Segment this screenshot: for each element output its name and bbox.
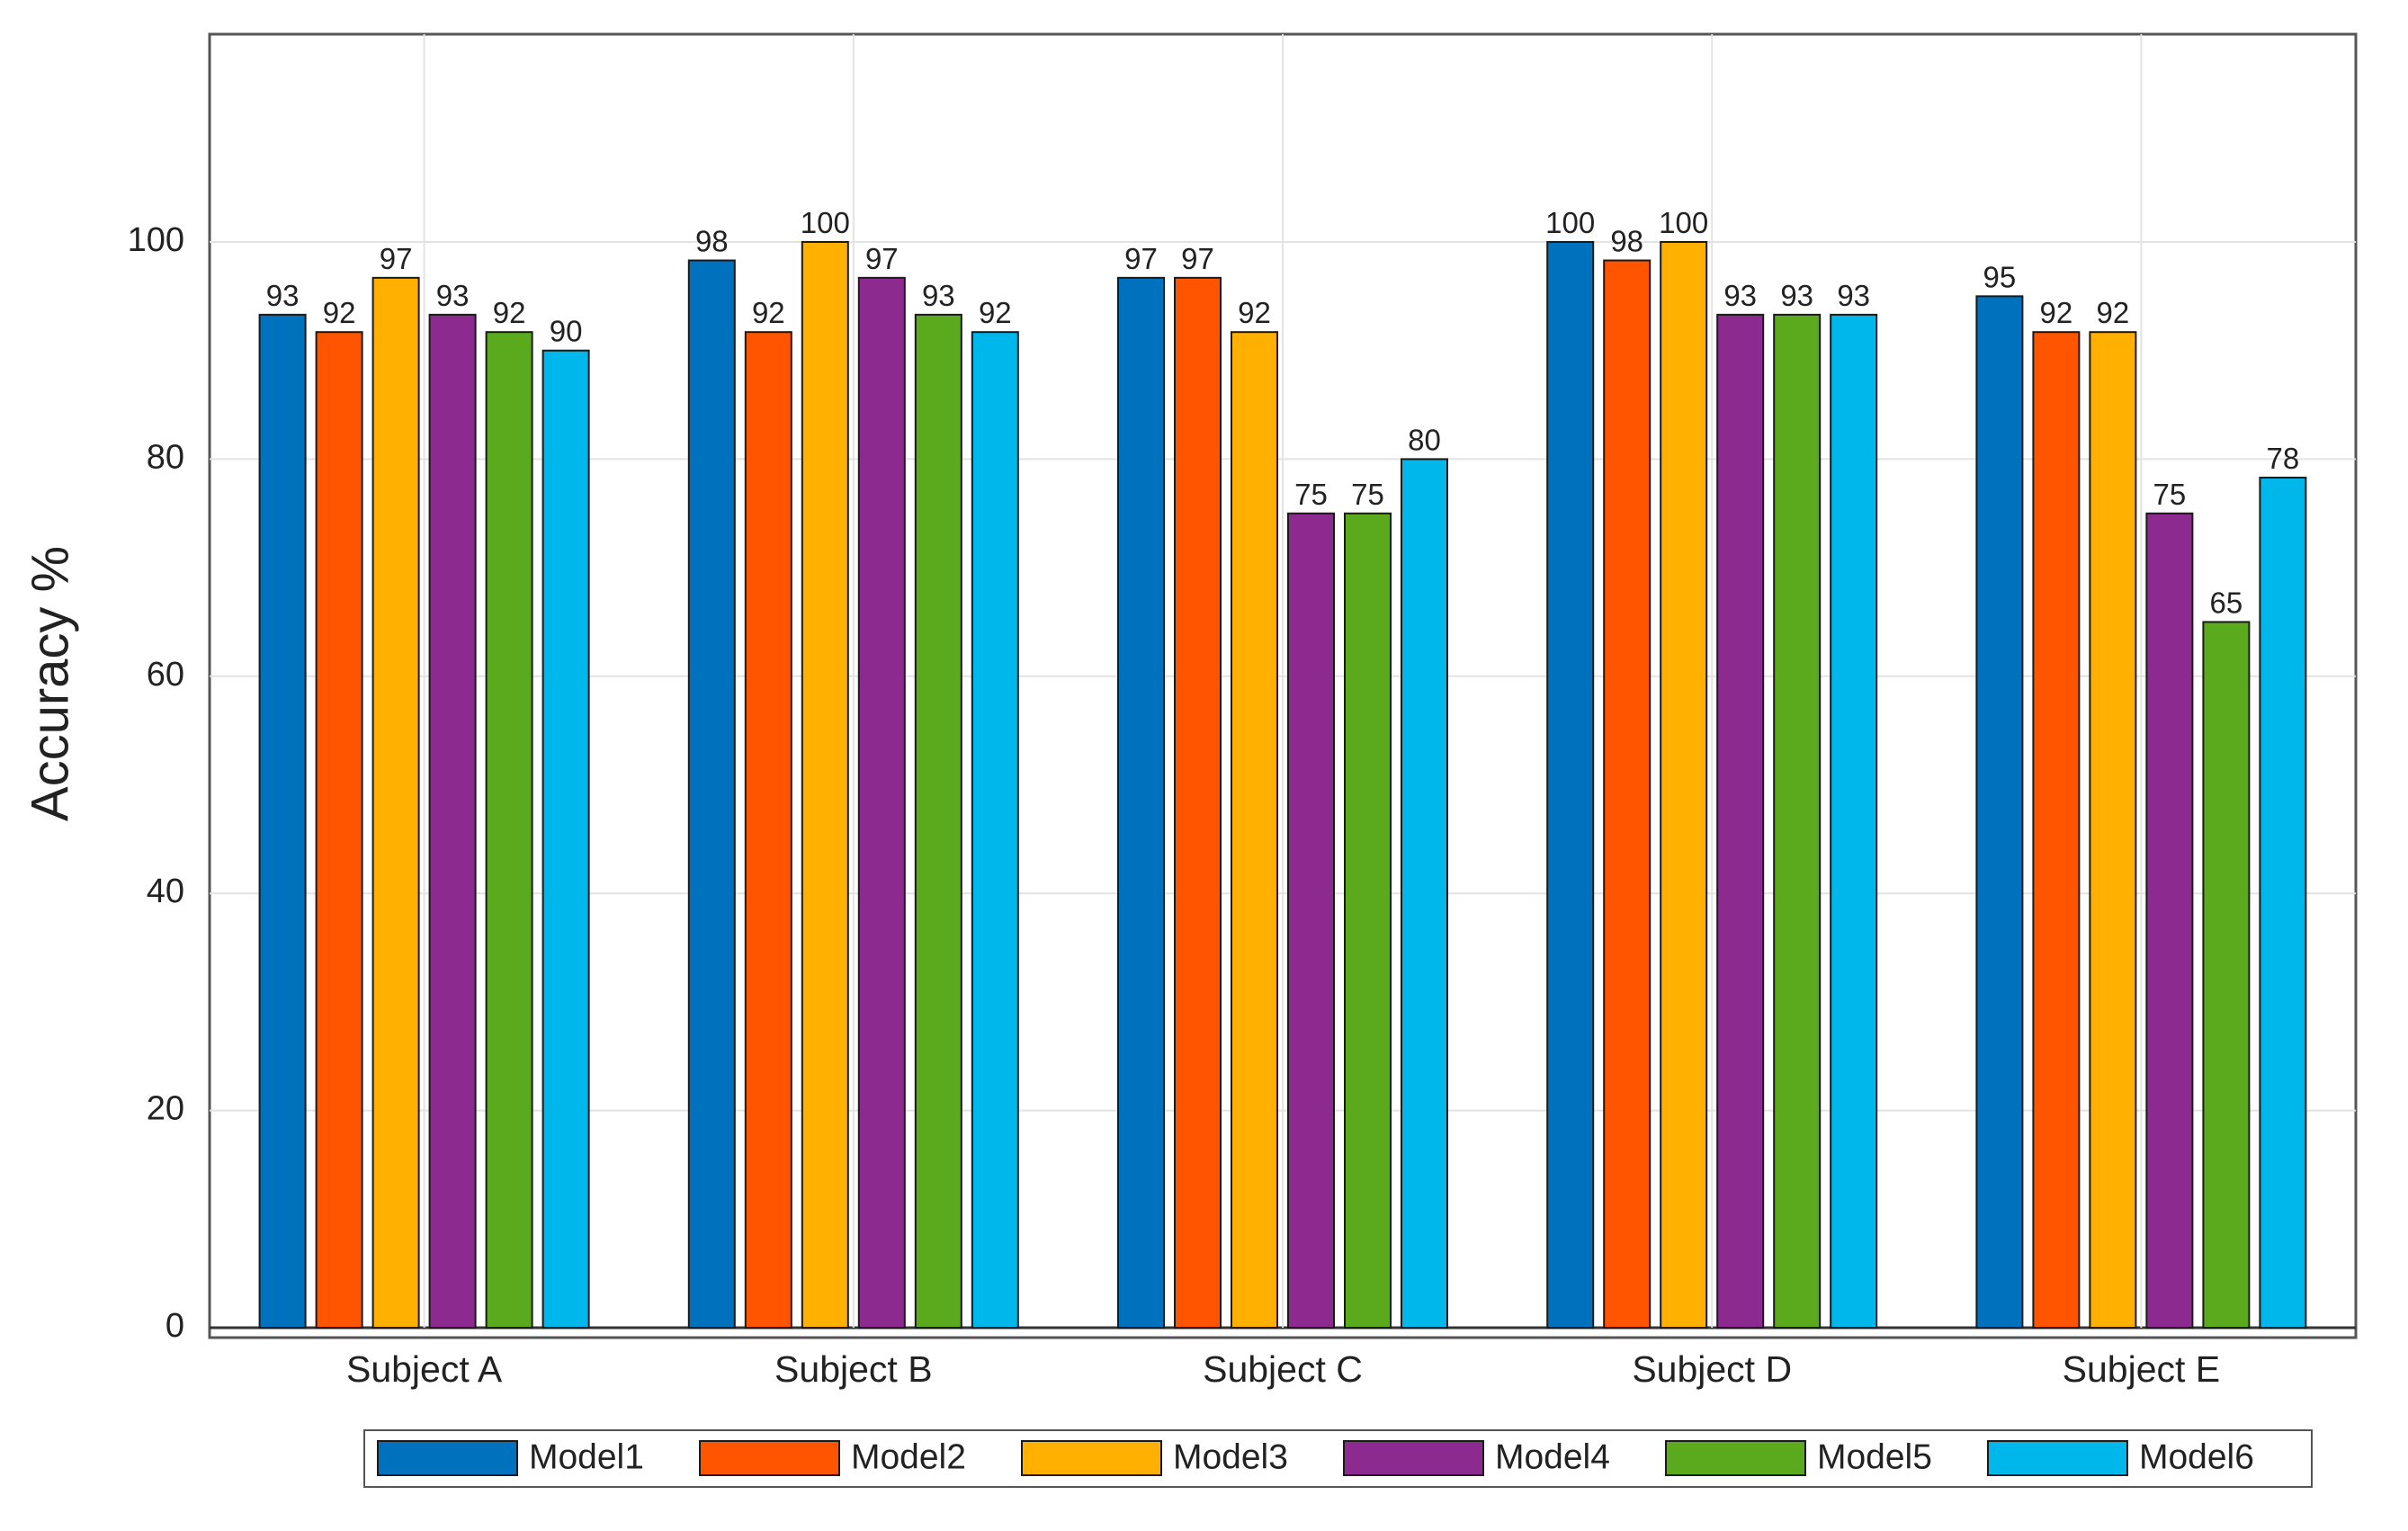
bar-model2-subject-b xyxy=(744,331,792,1329)
bar-model4-subject-d xyxy=(1716,313,1765,1329)
data-label: 92 xyxy=(2097,296,2130,329)
bar-model5-subject-c xyxy=(1344,512,1392,1329)
data-label: 100 xyxy=(1659,206,1708,239)
data-label: 92 xyxy=(1238,296,1271,329)
data-label: 95 xyxy=(1983,260,2017,293)
bar-model1-subject-a xyxy=(258,313,307,1329)
data-label: 78 xyxy=(2267,442,2300,475)
data-label: 92 xyxy=(2040,296,2073,329)
data-label: 97 xyxy=(1181,242,1214,275)
bar-model2-subject-c xyxy=(1174,276,1222,1329)
data-label: 93 xyxy=(1837,279,1870,312)
x-tick-label: Subject E xyxy=(2063,1348,2221,1390)
bar-model6-subject-e xyxy=(2259,476,2307,1329)
legend-label-model2: Model2 xyxy=(851,1437,966,1476)
y-axis: 0 20 40 60 80 100 xyxy=(128,221,184,1345)
bar-model3-subject-a xyxy=(371,276,420,1329)
data-label: 93 xyxy=(1723,279,1757,312)
bar-model5-subject-a xyxy=(485,331,533,1329)
data-label: 93 xyxy=(266,279,300,312)
y-tick-label: 40 xyxy=(147,873,184,910)
legend-label-model3: Model3 xyxy=(1173,1437,1288,1476)
data-label: 65 xyxy=(2210,586,2243,619)
data-label: 75 xyxy=(1351,478,1384,511)
bar-model1-subject-e xyxy=(1975,295,2024,1330)
data-label: 98 xyxy=(1610,225,1643,258)
x-tick-label: Subject B xyxy=(774,1348,933,1390)
data-label: 75 xyxy=(1294,478,1328,511)
bars xyxy=(258,241,2307,1330)
bar-model3-subject-d xyxy=(1660,241,1708,1329)
data-label: 93 xyxy=(922,279,955,312)
data-label: 97 xyxy=(865,242,899,275)
y-axis-label: Accuracy % xyxy=(21,546,79,821)
legend-swatch-model2 xyxy=(699,1440,840,1476)
data-label: 92 xyxy=(323,296,356,329)
x-axis: Subject A Subject B Subject C Subject D Subj… xyxy=(346,1348,2220,1390)
bar-model4-subject-e xyxy=(2145,512,2194,1329)
bar-model4-subject-c xyxy=(1287,512,1335,1329)
data-label: 100 xyxy=(1545,206,1595,239)
data-label: 98 xyxy=(695,225,729,258)
data-label: 97 xyxy=(1124,242,1158,275)
x-tick-label: Subject A xyxy=(346,1348,503,1390)
bar-model4-subject-a xyxy=(428,313,477,1329)
bar-model6-subject-d xyxy=(1830,313,1878,1329)
data-labels: 93 92 97 93 92 90 98 92 100 97 93 92 97 97 92 75 75 80 100… xyxy=(266,206,2300,619)
bar-model5-subject-b xyxy=(914,313,962,1329)
bar-model6-subject-c xyxy=(1401,458,1448,1329)
x-tick-label: Subject C xyxy=(1203,1348,1363,1390)
legend: Model1 Model2 Model3 Model4 Model5 Model6 xyxy=(363,1429,2313,1488)
y-tick-label: 80 xyxy=(147,438,184,476)
bar-model3-subject-e xyxy=(2089,331,2137,1329)
data-label: 97 xyxy=(380,242,413,275)
legend-swatch-model1 xyxy=(377,1440,518,1476)
legend-swatch-model6 xyxy=(1987,1440,2128,1476)
bar-model3-subject-b xyxy=(801,241,849,1329)
legend-swatch-model4 xyxy=(1343,1440,1484,1476)
y-tick-label: 60 xyxy=(147,656,184,694)
data-label: 92 xyxy=(979,296,1012,329)
y-tick-label: 0 xyxy=(166,1307,184,1345)
data-label: 100 xyxy=(801,206,850,239)
data-label: 92 xyxy=(493,296,526,329)
bar-model2-subject-d xyxy=(1603,259,1652,1329)
data-label: 90 xyxy=(550,315,583,348)
bar-model1-subject-d xyxy=(1546,241,1595,1329)
legend-label-model6: Model6 xyxy=(2139,1437,2254,1476)
bar-model5-subject-d xyxy=(1773,313,1822,1329)
y-tick-label: 100 xyxy=(128,221,184,259)
legend-swatch-model3 xyxy=(1021,1440,1162,1476)
data-label: 92 xyxy=(752,296,785,329)
bar-model2-subject-e xyxy=(2032,331,2081,1329)
legend-label-model4: Model4 xyxy=(1495,1437,1610,1476)
bar-model1-subject-b xyxy=(687,259,736,1329)
bar-model3-subject-c xyxy=(1231,331,1278,1329)
bar-model2-subject-a xyxy=(315,331,363,1329)
bar-model6-subject-a xyxy=(542,349,590,1330)
data-label: 75 xyxy=(2153,478,2187,511)
legend-label-model5: Model5 xyxy=(1817,1437,1932,1476)
bar-model1-subject-c xyxy=(1117,276,1165,1329)
bar-model5-subject-e xyxy=(2202,621,2251,1329)
data-label: 93 xyxy=(436,279,470,312)
legend-label-model1: Model1 xyxy=(529,1437,644,1476)
x-tick-label: Subject D xyxy=(1632,1348,1792,1390)
data-label: 93 xyxy=(1780,279,1813,312)
legend-swatch-model5 xyxy=(1665,1440,1806,1476)
bar-model6-subject-b xyxy=(971,331,1019,1329)
data-label: 80 xyxy=(1408,423,1441,456)
bar-model4-subject-b xyxy=(857,276,906,1329)
y-tick-label: 20 xyxy=(147,1090,184,1128)
